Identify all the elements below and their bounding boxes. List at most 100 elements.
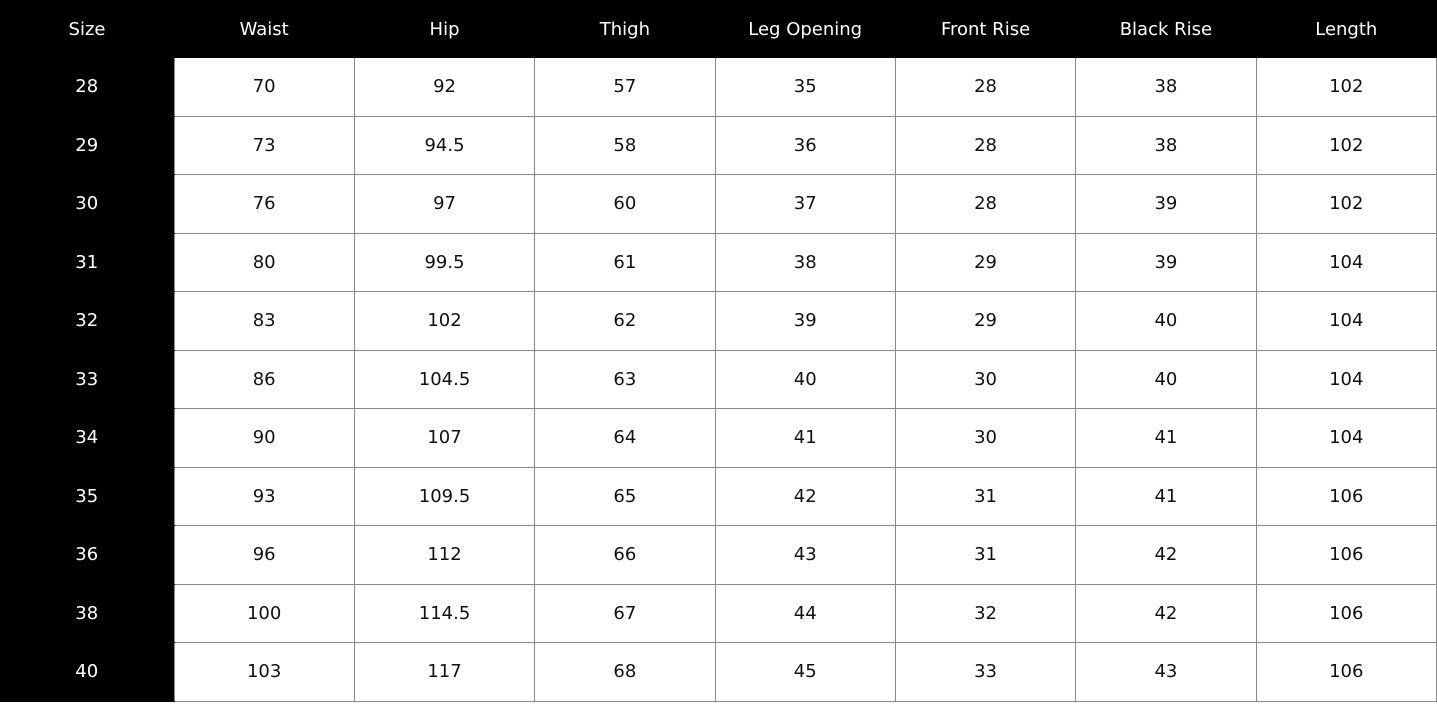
table-cell: 104: [1255, 349, 1437, 409]
table-cell: 104: [1255, 232, 1437, 292]
table-cell: 106: [1255, 466, 1437, 526]
table-row: 33 86 104.5 63 40 30 40 104: [0, 349, 1437, 409]
table-cell: 44: [714, 583, 896, 643]
table-cell: 31: [894, 466, 1077, 526]
table-cell: 30: [894, 349, 1077, 409]
table-cell: 58: [534, 115, 716, 175]
column-header-front-rise: Front Rise: [895, 0, 1076, 58]
table-cell: 43: [714, 525, 896, 585]
table-cell: 80: [173, 232, 355, 292]
size-cell: 35: [0, 467, 174, 526]
table-cell: 39: [1075, 232, 1257, 292]
table-cell: 86: [173, 349, 355, 409]
table-cell: 102: [1255, 174, 1437, 234]
table-cell: 40: [714, 349, 896, 409]
table-cell: 33: [894, 642, 1077, 702]
table-cell: 62: [534, 291, 716, 351]
table-cell: 102: [353, 291, 536, 351]
table-cell: 100: [173, 583, 355, 643]
table-cell: 28: [894, 174, 1077, 234]
table-cell: 30: [894, 408, 1077, 468]
table-cell: 43: [1075, 642, 1257, 702]
table-cell: 97: [353, 174, 536, 234]
table-cell: 112: [353, 525, 536, 585]
size-cell: 31: [0, 233, 174, 292]
table-cell: 90: [173, 408, 355, 468]
table-cell: 45: [714, 642, 896, 702]
table-cell: 114.5: [353, 583, 536, 643]
table-cell: 104.5: [353, 349, 536, 409]
table-cell: 102: [1255, 58, 1437, 117]
table-cell: 42: [1075, 525, 1257, 585]
table-row: 31 80 99.5 61 38 29 39 104: [0, 232, 1437, 292]
table-cell: 94.5: [353, 115, 536, 175]
header-row: Size Waist Hip Thigh Leg Opening Front Rise Bl…: [0, 0, 1437, 58]
table-cell: 38: [1075, 115, 1257, 175]
table-cell: 28: [894, 58, 1077, 117]
size-cell: 30: [0, 174, 174, 234]
table-cell: 63: [534, 349, 716, 409]
size-cell: 32: [0, 291, 174, 351]
table-cell: 38: [1075, 58, 1257, 117]
table-cell: 29: [894, 291, 1077, 351]
table-cell: 109.5: [353, 466, 536, 526]
table-cell: 76: [173, 174, 355, 234]
size-cell: 36: [0, 525, 174, 585]
table-cell: 104: [1255, 291, 1437, 351]
table-cell: 107: [353, 408, 536, 468]
table-cell: 29: [894, 232, 1077, 292]
table-cell: 104: [1255, 408, 1437, 468]
table-row: 40 103 117 68 45 33 43 106: [0, 642, 1437, 702]
table-row: 38 100 114.5 67 44 32 42 106: [0, 583, 1437, 643]
column-header-black-rise: Black Rise: [1075, 0, 1257, 58]
table-row: 28 70 92 57 35 28 38 102: [0, 58, 1437, 117]
table-cell: 61: [534, 232, 716, 292]
table-row: 29 73 94.5 58 36 28 38 102: [0, 115, 1437, 175]
table-cell: 70: [173, 58, 355, 117]
table-cell: 40: [1075, 349, 1257, 409]
table-cell: 92: [353, 58, 536, 117]
table-cell: 28: [894, 115, 1077, 175]
table-cell: 32: [894, 583, 1077, 643]
table-cell: 57: [534, 58, 716, 117]
table-row: 32 83 102 62 39 29 40 104: [0, 291, 1437, 351]
size-cell: 29: [0, 116, 174, 175]
size-cell: 33: [0, 350, 174, 409]
table-cell: 35: [714, 58, 896, 117]
table-cell: 66: [534, 525, 716, 585]
table-cell: 39: [1075, 174, 1257, 234]
table-cell: 60: [534, 174, 716, 234]
table-cell: 67: [534, 583, 716, 643]
table-cell: 68: [534, 642, 716, 702]
table-cell: 117: [353, 642, 536, 702]
table-row: 30 76 97 60 37 28 39 102: [0, 174, 1437, 234]
table-cell: 64: [534, 408, 716, 468]
table-cell: 106: [1255, 642, 1437, 702]
table-cell: 106: [1255, 583, 1437, 643]
table-cell: 83: [173, 291, 355, 351]
table-cell: 99.5: [353, 232, 536, 292]
table-row: 36 96 112 66 43 31 42 106: [0, 525, 1437, 585]
table-cell: 42: [714, 466, 896, 526]
table-cell: 37: [714, 174, 896, 234]
column-header-hip: Hip: [354, 0, 535, 58]
table-cell: 42: [1075, 583, 1257, 643]
table-cell: 39: [714, 291, 896, 351]
column-header-length: Length: [1256, 0, 1437, 58]
table-cell: 36: [714, 115, 896, 175]
table-cell: 93: [173, 466, 355, 526]
size-cell: 28: [0, 58, 174, 117]
table-row: 34 90 107 64 41 30 41 104: [0, 408, 1437, 468]
table-cell: 96: [173, 525, 355, 585]
table-cell: 40: [1075, 291, 1257, 351]
table-cell: 65: [534, 466, 716, 526]
table-row: 35 93 109.5 65 42 31 41 106: [0, 466, 1437, 526]
size-cell: 40: [0, 642, 174, 702]
table-cell: 106: [1255, 525, 1437, 585]
table-cell: 38: [714, 232, 896, 292]
table-cell: 41: [714, 408, 896, 468]
column-header-thigh: Thigh: [534, 0, 716, 58]
column-header-leg-opening: Leg Opening: [715, 0, 896, 58]
table-cell: 103: [173, 642, 355, 702]
